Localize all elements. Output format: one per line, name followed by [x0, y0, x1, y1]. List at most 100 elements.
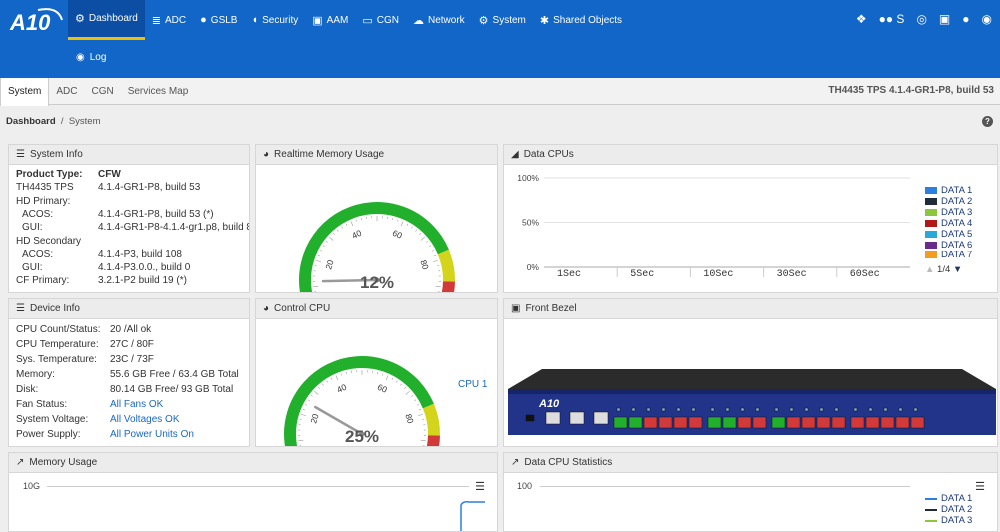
- nav-item-aam[interactable]: ▣AAM: [305, 0, 355, 40]
- user-icon[interactable]: ◉: [982, 12, 992, 26]
- gauge-tick: [414, 400, 416, 401]
- gauge-tick: [421, 237, 425, 240]
- chart-menu-icon[interactable]: ☰: [975, 480, 985, 493]
- nav-item-security[interactable]: ◖Security: [244, 0, 305, 40]
- info-row: ACOS: 4.1.4-P3, build 108: [16, 249, 250, 262]
- legend-swatch: [925, 187, 937, 194]
- sfp-port: [772, 417, 785, 428]
- nav-item-network[interactable]: ☁Network: [406, 0, 472, 40]
- info-value: 4.1.4-GR1-P8, build 53 (*): [98, 209, 214, 220]
- legend-swatch: [925, 242, 937, 249]
- status-link[interactable]: All Fans OK: [110, 399, 163, 410]
- panel-header: ◕Control CPU: [256, 299, 497, 319]
- legend-item[interactable]: DATA 3: [925, 207, 972, 218]
- legend-item[interactable]: DATA 7: [925, 251, 972, 258]
- nav-item-adc[interactable]: ≣ADC: [145, 0, 193, 40]
- y-tick-label: 50%: [522, 218, 539, 228]
- info-key: TH4435 TPS: [16, 182, 74, 193]
- cpu-gauge-panel: ◕Control CPU 020406080100 25% CPU 1: [255, 298, 498, 447]
- pager-down-arrow[interactable]: ▼: [953, 264, 962, 275]
- main-nav: ⚙Dashboard≣ADC ● GSLB ◖Security▣AAM▭CGN☁Net…: [68, 0, 629, 40]
- legend-label: DATA 1: [941, 185, 972, 196]
- tab-adc[interactable]: ADC: [49, 78, 84, 105]
- help-icon[interactable]: ?: [982, 116, 993, 127]
- line-chart-icon: ↗: [16, 457, 24, 468]
- nav-item-label: GSLB: [211, 15, 238, 26]
- gauge-tick: [386, 376, 388, 381]
- info-row: GUI:4.1.4-P3.0.0., build 0: [16, 262, 250, 275]
- nav-item-gslb[interactable]: ● GSLB: [193, 0, 244, 40]
- gauge-tick: [382, 374, 383, 376]
- info-key: ACOS:: [22, 249, 53, 260]
- info-row: System Voltage: All Voltages OK: [16, 414, 250, 427]
- panel-title: Device Info: [30, 303, 80, 314]
- nav-item-shared-objects[interactable]: ✱Shared Objects: [533, 0, 629, 40]
- globe-icon[interactable]: ●: [962, 12, 969, 26]
- legend-item[interactable]: DATA 4: [925, 218, 972, 229]
- nav-item-dashboard[interactable]: ⚙Dashboard: [68, 0, 145, 40]
- breadcrumb-sep: /: [61, 116, 64, 127]
- info-row: Disk:80.14 GB Free/ 93 GB Total: [16, 384, 250, 397]
- tab-cgn[interactable]: CGN: [84, 78, 120, 105]
- partition-selector[interactable]: ●● S: [879, 12, 905, 26]
- gauge-tick: [298, 440, 303, 441]
- chart-menu-icon[interactable]: ☰: [475, 480, 485, 493]
- breadcrumb-current: System: [69, 116, 101, 127]
- legend-pager: ▲ 1/4 ▼: [925, 264, 962, 275]
- nav-item-system[interactable]: ⚙ System: [472, 0, 533, 40]
- dashboard-icon: ◕: [263, 303, 269, 314]
- nav-item-log[interactable]: ◉ Log: [76, 52, 106, 63]
- tab-services-map[interactable]: Services Map: [121, 78, 196, 105]
- legend-item[interactable]: DATA 2: [925, 504, 972, 515]
- sfp-port: [911, 417, 924, 428]
- port-led: [741, 408, 744, 411]
- status-link[interactable]: All Voltages OK: [110, 414, 179, 425]
- gauge-tick: [419, 233, 420, 234]
- info-value: 4.1.4-GR1-P8-4.1.4-gr1.p8, build 8: [98, 222, 250, 233]
- tab-system[interactable]: System: [0, 78, 49, 106]
- gridline: [47, 486, 469, 487]
- save-icon[interactable]: ▣: [939, 12, 950, 26]
- status-link[interactable]: All Power Units On: [110, 429, 194, 440]
- nav-item-cgn[interactable]: ▭CGN: [355, 0, 406, 40]
- gauge-tick: [313, 286, 318, 287]
- legend-item[interactable]: DATA 1: [925, 493, 972, 504]
- info-value: 4.1.4-P3.0.0., build 0: [98, 262, 190, 273]
- info-value: 80.14 GB Free/ 93 GB Total: [110, 384, 233, 395]
- gauge-tick: [327, 381, 328, 383]
- sfp-port: [753, 417, 766, 428]
- legend-item[interactable]: DATA 1: [925, 185, 972, 196]
- sfp-port: [851, 417, 864, 428]
- legend-item[interactable]: DATA 5: [925, 229, 972, 240]
- a10-logo[interactable]: A10: [8, 6, 64, 36]
- gauge-tick: [337, 230, 338, 232]
- panel-header: ☰System Info: [9, 145, 249, 165]
- memory-usage-line: [455, 493, 495, 532]
- gridline: [540, 486, 910, 487]
- pager-up-arrow[interactable]: ▲: [925, 264, 934, 275]
- info-key: System Voltage:: [16, 414, 88, 425]
- gauge-tick: [416, 230, 417, 232]
- x-tick-label: 1Sec: [557, 269, 581, 280]
- gauge-tick: [392, 378, 393, 380]
- nav-item-label: System: [493, 15, 526, 26]
- info-key: Fan Status:: [16, 399, 67, 410]
- legend-item[interactable]: DATA 2: [925, 196, 972, 207]
- port-led: [662, 408, 665, 411]
- info-key: Power Supply:: [16, 429, 80, 440]
- life-ring-icon[interactable]: ◎: [916, 12, 926, 26]
- gear-icon: ⚙: [479, 14, 489, 27]
- legend-item[interactable]: DATA 6: [925, 240, 972, 251]
- gauge-tick: [318, 255, 320, 256]
- gauge-tick: [401, 222, 403, 227]
- sfp-port: [866, 417, 879, 428]
- gauge-tick: [329, 237, 333, 240]
- globe-icon: ●: [200, 14, 207, 26]
- cubes-icon[interactable]: ❖: [856, 12, 867, 26]
- legend-item[interactable]: DATA 3: [925, 515, 972, 526]
- info-value: 4.1.4-P3, build 108: [98, 249, 182, 260]
- nav-item-label: CGN: [377, 15, 399, 26]
- breadcrumb-root[interactable]: Dashboard: [6, 116, 56, 127]
